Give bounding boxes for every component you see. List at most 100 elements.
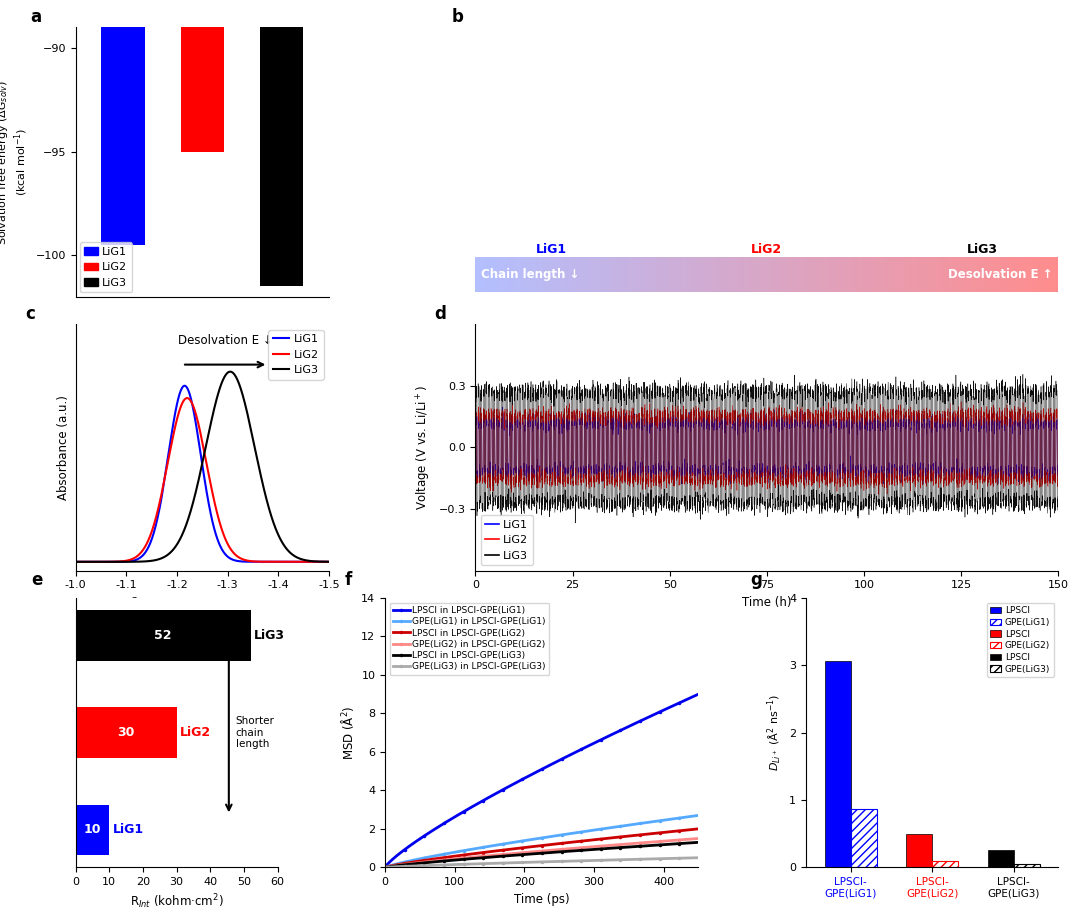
Bar bbox=[913, 257, 915, 292]
Bar bbox=[759, 257, 761, 292]
Bar bbox=[613, 257, 616, 292]
Bar bbox=[907, 257, 908, 292]
GPE(LiG1) in LPSCl-GPE(LiG1) bbox=[617, 821, 630, 832]
Bar bbox=[765, 257, 767, 292]
Bar bbox=[940, 257, 942, 292]
GPE(LiG3) in LPSCl-GPE(LiG3) bbox=[379, 862, 392, 873]
Bar bbox=[584, 257, 586, 292]
Bar bbox=[959, 257, 961, 292]
Bar bbox=[504, 257, 507, 292]
GPE(LiG1) in LPSCl-GPE(LiG1) bbox=[379, 862, 392, 873]
Bar bbox=[708, 257, 711, 292]
Bar bbox=[640, 257, 643, 292]
Bar bbox=[798, 257, 800, 292]
LPSCl in LPSCl-GPE(LiG1) bbox=[617, 724, 630, 735]
GPE(LiG3) in LPSCl-GPE(LiG3) bbox=[569, 855, 582, 866]
Bar bbox=[1024, 257, 1025, 292]
Bar bbox=[711, 257, 713, 292]
Bar bbox=[1056, 257, 1058, 292]
Bar bbox=[881, 257, 883, 292]
Y-axis label: $D_{Li^+}$ (Å$^2$ ns$^{-1}$): $D_{Li^+}$ (Å$^2$ ns$^{-1}$) bbox=[766, 694, 783, 771]
Bar bbox=[1051, 257, 1053, 292]
Bar bbox=[629, 257, 631, 292]
Bar bbox=[482, 257, 483, 292]
Bar bbox=[808, 257, 810, 292]
Bar bbox=[840, 257, 842, 292]
Bar bbox=[788, 257, 791, 292]
Bar bbox=[917, 257, 918, 292]
Bar bbox=[932, 257, 934, 292]
Bar bbox=[859, 257, 860, 292]
Bar bbox=[602, 257, 604, 292]
Bar bbox=[645, 257, 647, 292]
Bar bbox=[839, 257, 840, 292]
Bar bbox=[1008, 257, 1010, 292]
Bar bbox=[693, 257, 696, 292]
Bar bbox=[915, 257, 917, 292]
Bar bbox=[590, 257, 592, 292]
Bar bbox=[507, 257, 509, 292]
GPE(LiG1) in LPSCl-GPE(LiG1) bbox=[569, 827, 582, 838]
Bar bbox=[730, 257, 732, 292]
Bar bbox=[180, 0, 225, 152]
Bar bbox=[536, 257, 538, 292]
Bar bbox=[783, 257, 784, 292]
GPE(LiG3) in LPSCl-GPE(LiG3) bbox=[397, 861, 410, 872]
Bar bbox=[1037, 257, 1039, 292]
Bar bbox=[1054, 257, 1056, 292]
Legend: LPSCl, GPE(LiG1), LPSCl, GPE(LiG2), LPSCl, GPE(LiG3): LPSCl, GPE(LiG1), LPSCl, GPE(LiG2), LPSC… bbox=[987, 603, 1054, 677]
GPE(LiG2) in LPSCl-GPE(LiG2) bbox=[578, 842, 591, 853]
Bar bbox=[716, 257, 718, 292]
Bar bbox=[757, 257, 759, 292]
Bar bbox=[699, 257, 701, 292]
Bar bbox=[609, 257, 611, 292]
Bar bbox=[691, 257, 693, 292]
Text: LiG1: LiG1 bbox=[536, 243, 567, 256]
LPSCl in LPSCl-GPE(LiG2) bbox=[578, 835, 591, 846]
Legend: LPSCl in LPSCl-GPE(LiG1), GPE(LiG1) in LPSCl-GPE(LiG1), LPSCl in LPSCl-GPE(LiG2): LPSCl in LPSCl-GPE(LiG1), GPE(LiG1) in L… bbox=[390, 603, 550, 675]
Bar bbox=[779, 257, 781, 292]
Bar bbox=[893, 257, 895, 292]
Text: LiG3: LiG3 bbox=[254, 629, 285, 642]
Bar bbox=[1010, 257, 1012, 292]
Bar bbox=[967, 257, 969, 292]
Bar bbox=[619, 257, 621, 292]
Bar bbox=[957, 257, 959, 292]
Bar bbox=[1014, 257, 1015, 292]
Bar bbox=[761, 257, 764, 292]
Bar bbox=[654, 257, 657, 292]
Bar bbox=[555, 257, 557, 292]
Bar bbox=[973, 257, 975, 292]
Bar bbox=[849, 257, 850, 292]
Bar bbox=[567, 257, 569, 292]
Bar bbox=[521, 257, 522, 292]
LPSCl in LPSCl-GPE(LiG3) bbox=[648, 840, 661, 851]
Bar bbox=[1000, 257, 1002, 292]
Bar bbox=[492, 257, 495, 292]
Bar bbox=[647, 257, 648, 292]
Bar bbox=[990, 257, 993, 292]
Bar bbox=[541, 257, 543, 292]
Bar bbox=[592, 257, 594, 292]
Bar bbox=[1039, 257, 1041, 292]
Bar bbox=[687, 257, 689, 292]
Bar bbox=[676, 257, 677, 292]
Bar bbox=[580, 257, 582, 292]
Bar bbox=[526, 257, 528, 292]
Bar bbox=[995, 257, 996, 292]
Bar bbox=[485, 257, 487, 292]
Bar bbox=[635, 257, 637, 292]
LPSCl in LPSCl-GPE(LiG1) bbox=[569, 747, 582, 758]
Bar bbox=[1029, 257, 1031, 292]
Bar bbox=[720, 257, 723, 292]
Bar bbox=[869, 257, 872, 292]
Bar bbox=[670, 257, 672, 292]
Bar bbox=[866, 257, 868, 292]
Bar bbox=[76, 610, 251, 661]
Bar bbox=[835, 257, 837, 292]
Bar bbox=[740, 257, 742, 292]
Bar bbox=[735, 257, 738, 292]
Line: LPSCl in LPSCl-GPE(LiG3): LPSCl in LPSCl-GPE(LiG3) bbox=[384, 841, 700, 868]
Bar bbox=[681, 257, 684, 292]
Bar bbox=[937, 257, 940, 292]
